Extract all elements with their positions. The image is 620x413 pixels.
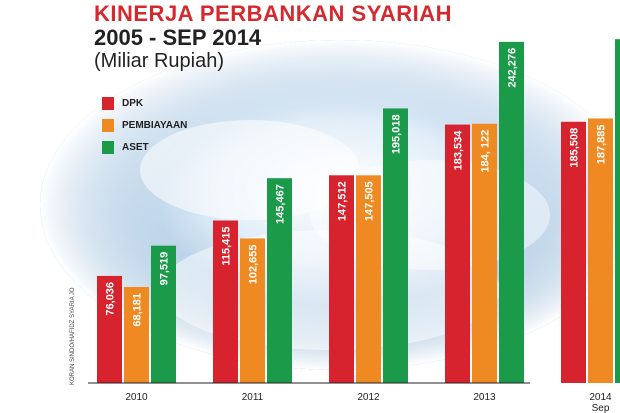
legend-item-pembiayaan: PEMBIAYAAN	[102, 114, 187, 136]
bar-pembiayaan-3	[472, 123, 497, 383]
bar-aset-0	[151, 245, 176, 383]
bar-dpk-2	[329, 175, 354, 383]
chart-title: KINERJA PERBANKAN SYARIAH	[94, 1, 453, 26]
legend-item-aset: ASET	[102, 136, 187, 158]
bar-dpk-1	[213, 220, 238, 383]
data-label-dpk-2: 147,512	[337, 181, 349, 221]
data-label-dpk-0: 76,036	[105, 282, 117, 316]
chart-subtitle-period: 2005 - SEP 2014	[94, 25, 262, 50]
data-label-dpk-1: 115,415	[221, 226, 233, 265]
legend-item-dpk: DPK	[102, 92, 187, 114]
bar-pembiayaan-4	[588, 118, 613, 383]
data-label-aset-2: 195,018	[391, 114, 403, 154]
photo-credit: KORAN SINDO/HAFIDZ SYARIA JO	[70, 287, 76, 385]
bar-dpk-4	[561, 121, 586, 383]
x-tick-label-0: 2010	[125, 392, 148, 403]
legend: DPK PEMBIAYAAN ASET	[102, 92, 187, 158]
x-tick-sublabel-4: Sep	[592, 403, 610, 413]
bar-aset-1	[267, 178, 292, 383]
bar-pembiayaan-2	[356, 175, 381, 383]
data-label-aset-1: 145,467	[275, 184, 287, 224]
legend-label-dpk: DPK	[122, 97, 144, 109]
bar-aset-2	[383, 108, 408, 383]
data-label-dpk-3: 183,534	[453, 130, 465, 171]
data-label-pembiayaan-3: 184, 122	[480, 130, 492, 173]
bar-pembiayaan-1	[240, 238, 265, 383]
bar-dpk-0	[97, 275, 122, 383]
legend-swatch-aset	[102, 140, 114, 154]
x-tick-label-4: 2014	[589, 392, 612, 403]
legend-label-pembiayaan: PEMBIAYAAN	[122, 119, 188, 131]
data-label-aset-0: 97,519	[159, 252, 171, 286]
legend-swatch-dpk	[102, 96, 114, 110]
x-tick-label-3: 2013	[473, 392, 496, 403]
data-label-pembiayaan-0: 68,181	[132, 293, 144, 327]
bar-aset-3	[499, 41, 524, 383]
legend-swatch-pembiayaan	[102, 118, 114, 132]
chart-subtitle-unit: (Miliar Rupiah)	[94, 50, 225, 72]
data-label-aset-3: 242,276	[507, 48, 519, 88]
bar-aset-4	[615, 39, 620, 383]
bar-pembiayaan-0	[124, 287, 149, 383]
data-label-pembiayaan-2: 147,505	[364, 181, 376, 221]
data-label-pembiayaan-1: 102,655	[248, 244, 260, 284]
x-tick-label-1: 2011	[242, 392, 264, 403]
x-tick-label-2: 2012	[357, 392, 380, 403]
data-label-dpk-4: 185,508	[569, 128, 581, 168]
bar-dpk-3	[445, 124, 470, 383]
legend-label-aset: ASET	[122, 141, 149, 153]
chart-title-block: KINERJA PERBANKAN SYARIAH 2005 - SEP 201…	[94, 1, 453, 73]
data-label-pembiayaan-4: 187,885	[596, 124, 608, 164]
